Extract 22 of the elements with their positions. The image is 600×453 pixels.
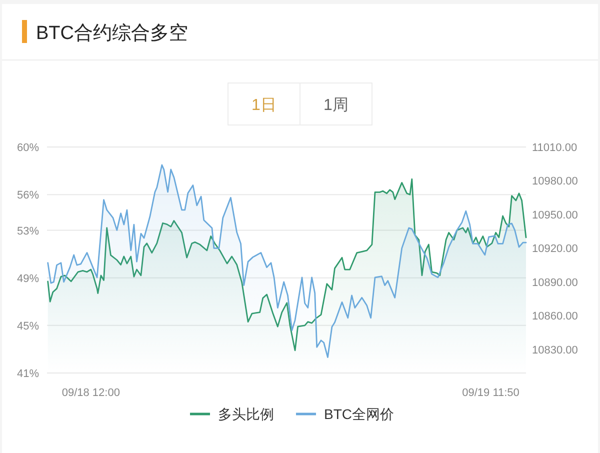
y2-tick-label: 10950.00	[532, 209, 578, 222]
y-tick-label: 53%	[16, 225, 40, 238]
y-tick-label: 56%	[16, 190, 40, 202]
y2-tick-label: 11010.00	[532, 142, 578, 154]
legend-label: BTC全网价	[324, 406, 394, 422]
legend-label: 多头比例	[218, 406, 274, 422]
y-tick-label: 49%	[16, 272, 40, 285]
y-tick-label: 45%	[16, 320, 40, 332]
text: 1周	[324, 97, 348, 114]
x-tick-label: 09/19 11:50	[462, 387, 520, 399]
chart-title: BTC合约综合多空	[36, 22, 188, 44]
y-tick-label: 60%	[16, 142, 40, 154]
y2-tick-label: 10830.00	[532, 344, 578, 356]
y2-tick-label: 10980.00	[532, 176, 578, 188]
x-tick-label: 09/18 12:00	[62, 387, 120, 399]
legend-item: 多头比例	[190, 406, 274, 422]
text: 1日	[252, 97, 276, 114]
legend-item: BTC全网价	[296, 406, 394, 422]
y2-tick-label: 10920.00	[532, 243, 578, 256]
y2-tick-label: 10890.00	[532, 276, 578, 289]
y2-tick-label: 10860.00	[532, 310, 578, 323]
y-tick-label: 41%	[16, 368, 40, 380]
